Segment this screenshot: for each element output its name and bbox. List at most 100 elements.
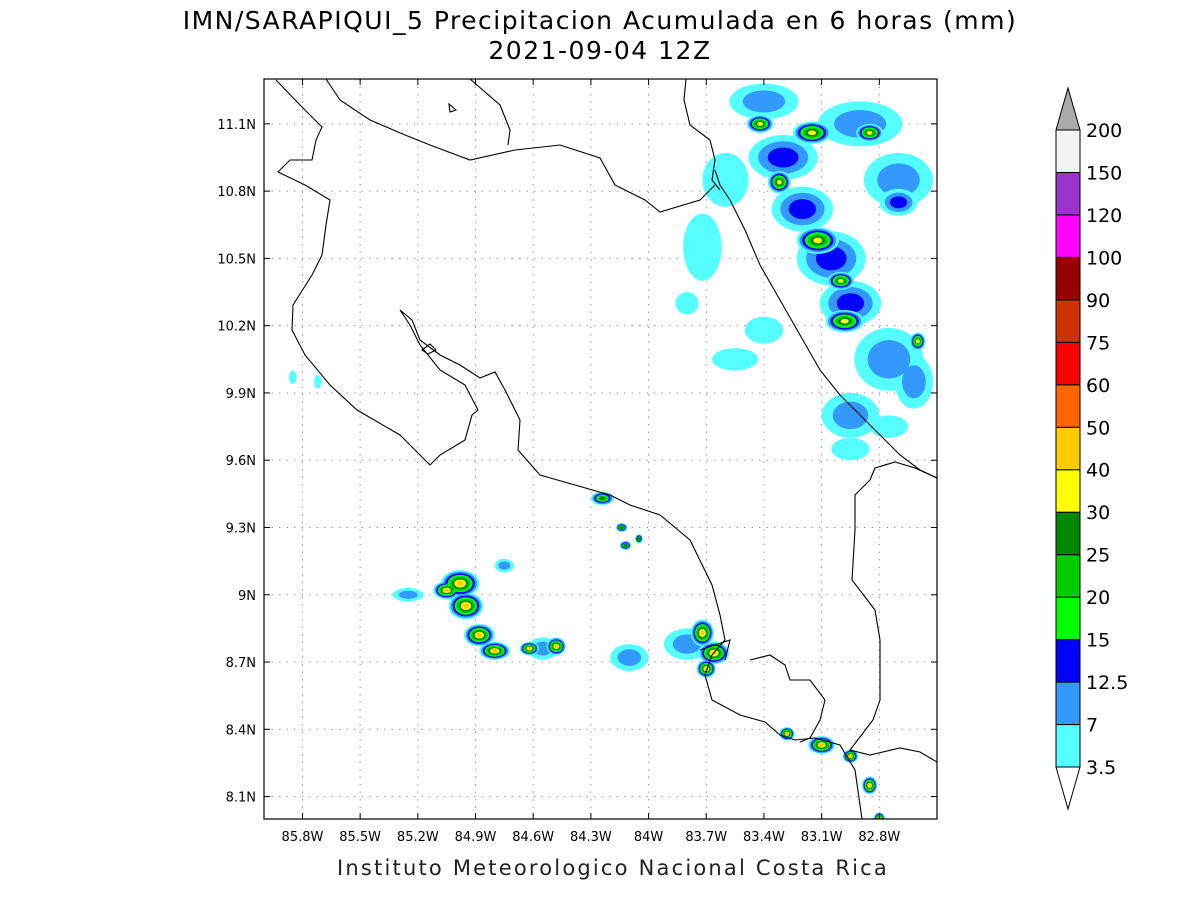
- precip-contour: [498, 561, 511, 570]
- precip-contour: [742, 90, 786, 113]
- map-frame: [263, 78, 938, 820]
- lake-nicaragua-edge: [469, 79, 511, 146]
- precip-contour: [636, 536, 641, 541]
- colorbar-label: 20: [1086, 587, 1110, 609]
- lon-tick-label: 85.5W: [339, 830, 381, 845]
- colorbar-box: [1055, 469, 1081, 513]
- lon-tick-label: 84.6W: [512, 830, 554, 845]
- colorbar-box: [1055, 299, 1081, 343]
- caribbean-coast-north: [683, 79, 721, 191]
- lat-tick-label: 9.9N: [226, 387, 256, 402]
- precip-contour: [915, 339, 920, 344]
- colorbar-box: [1055, 129, 1081, 173]
- lon-tick-label: 84.3W: [570, 830, 612, 845]
- lon-tick-label: 85.2W: [397, 830, 439, 845]
- precip-contour: [675, 292, 699, 315]
- precip-contour: [832, 401, 869, 430]
- colorbar-box: [1055, 384, 1081, 428]
- map-title: IMN/SARAPIQUI_5 Precipitacion Acumulada …: [182, 6, 1018, 35]
- precip-contour: [866, 130, 873, 135]
- colorbar-label: 30: [1086, 502, 1110, 524]
- precip-contour: [840, 318, 849, 324]
- precip-contour: [462, 603, 470, 609]
- colorbar-box: [1055, 256, 1081, 301]
- colorbar-label: 75: [1086, 332, 1110, 354]
- colorbar-label: 50: [1086, 417, 1110, 439]
- cluster-osa: [690, 619, 730, 678]
- colorbar-label: 25: [1086, 545, 1110, 567]
- colorbar-label: 40: [1086, 460, 1110, 482]
- lat-tick-label: 10.2N: [217, 320, 256, 335]
- nicoya-peninsula-islet: [421, 343, 437, 355]
- colorbar-box: [1055, 681, 1081, 726]
- lat-tick-label: 11.1N: [217, 118, 256, 133]
- colorbar-label: 100: [1086, 247, 1122, 269]
- colorbar-box: [1055, 724, 1081, 768]
- lon-tick-label: 85.8W: [282, 830, 324, 845]
- precip-contour: [877, 163, 920, 197]
- colorbar-box: [1055, 214, 1081, 258]
- colorbar-label: 120: [1086, 205, 1122, 227]
- precip-contour: [757, 121, 763, 126]
- colorbar-label: 200: [1086, 120, 1122, 142]
- precip-contour: [889, 196, 908, 209]
- burica-border: [749, 654, 826, 743]
- colorbar-label: 60: [1086, 375, 1110, 397]
- precip-contour: [623, 543, 628, 548]
- lon-tick-label: 83.7W: [685, 830, 727, 845]
- lat-tick-label: 9.6N: [226, 454, 256, 469]
- precip-contour: [831, 437, 870, 461]
- precip-contour: [902, 365, 926, 399]
- colorbar-box: [1055, 596, 1081, 641]
- colorbar-box: [1055, 426, 1081, 471]
- coastlines-and-borders: [275, 79, 937, 819]
- precip-contour: [813, 237, 823, 244]
- lon-tick-label: 82.8W: [858, 830, 900, 845]
- precip-contour: [398, 590, 418, 599]
- precip-contour: [313, 375, 322, 389]
- cluster-far-ne-band: [729, 83, 934, 438]
- precip-contour: [767, 147, 799, 168]
- colorbar-label: 12.5: [1086, 672, 1128, 694]
- precip-contour: [838, 278, 844, 283]
- precip-contour: [867, 783, 872, 788]
- cluster-west-gulf-nicoya: [433, 570, 511, 660]
- precip-contour: [712, 348, 759, 371]
- cluster-parrita: [590, 491, 643, 550]
- cluster-north-caribbean: [746, 114, 926, 351]
- institution-footer: Instituto Meteorologico Nacional Costa R…: [337, 856, 889, 880]
- colorbar-label: 90: [1086, 290, 1110, 312]
- precip-contour: [617, 649, 642, 666]
- precip-contour: [476, 633, 483, 638]
- axis-ticks: 85.8W 85.5W 85.2W 84.9W 84.6W 84.3W 84W 83.7W 83…: [217, 79, 937, 845]
- map-subtitle-date: 2021-09-04 12Z: [488, 36, 712, 65]
- precipitation-field: [288, 83, 934, 819]
- cluster-northwest-coastal-strip: [288, 153, 909, 461]
- precip-contour: [619, 525, 624, 530]
- precip-contour: [788, 199, 817, 220]
- lat-tick-label: 10.5N: [217, 252, 256, 267]
- precip-contour: [599, 496, 606, 501]
- colorbar-label: 3.5: [1086, 757, 1116, 779]
- precip-contour: [785, 731, 790, 736]
- colorbar-upper-triangle: [1055, 86, 1081, 131]
- lat-tick-label: 8.4N: [226, 723, 256, 738]
- colorbar-box: [1055, 171, 1081, 216]
- lon-tick-label: 83.1W: [801, 830, 843, 845]
- cluster-north-coast-diagonal: [748, 135, 918, 326]
- lat-tick-label: 9.3N: [226, 521, 256, 536]
- nicaragua-lake-shore: [275, 79, 479, 466]
- precip-contour: [288, 370, 297, 384]
- colorbar-label: 15: [1086, 630, 1110, 652]
- colorbar-lower-triangle: [1055, 766, 1081, 811]
- osa-peninsula: [699, 639, 731, 661]
- lon-tick-label: 84W: [634, 830, 664, 845]
- precip-contour: [456, 581, 464, 587]
- cluster-quepos-offshore: [519, 637, 566, 656]
- lat-tick-label: 8.7N: [226, 656, 256, 671]
- colorbar-box: [1055, 511, 1081, 556]
- precip-contour: [491, 648, 498, 653]
- lon-tick-label: 83.4W: [743, 830, 785, 845]
- precip-contour: [819, 743, 825, 747]
